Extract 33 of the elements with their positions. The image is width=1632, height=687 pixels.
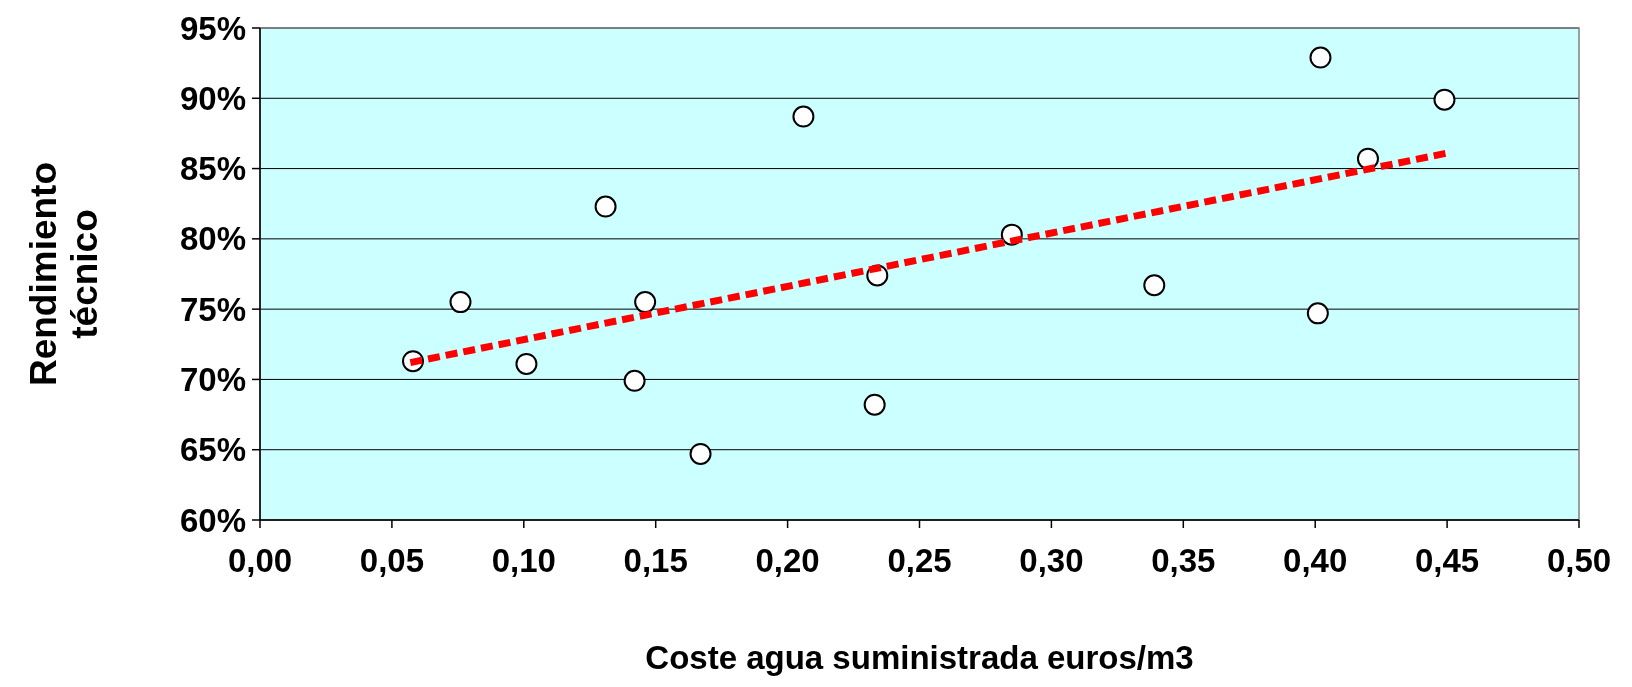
x-tick-label: 0,35 [1151,542,1216,579]
point [515,352,538,375]
y-tick-label: 95% [179,9,246,47]
point [449,291,472,314]
x-tick-label: 0,20 [755,542,820,579]
point [594,195,617,218]
point [689,442,712,465]
y-tick-label: 70% [179,360,246,398]
y-tick-label: 85% [179,150,246,188]
x-tick-label: 0,10 [491,542,556,579]
point [863,393,886,416]
x-tick-label: 0,00 [227,542,293,579]
y-tick-label: 90% [179,79,246,117]
point [1306,302,1329,325]
point [1309,46,1332,69]
x-tick-label: 0,45 [1414,542,1480,579]
x-tick-label: 0,05 [359,542,425,579]
y-tick-label: 60% [179,501,246,539]
y-tick-label: 75% [179,290,246,328]
x-axis-title: Coste agua suministrada euros/m3 [645,639,1194,676]
point [623,369,646,392]
point [1143,274,1166,297]
x-tick-label: 0,30 [1019,542,1084,579]
y-axis-title: Rendimiento técnico [23,161,105,387]
x-tick-label: 0,40 [1283,542,1348,579]
y-tick-label: 65% [179,431,246,469]
point [1433,88,1456,111]
point [634,291,657,314]
point [792,105,815,128]
x-tick-label: 0,15 [623,542,688,579]
x-tick-label: 0,25 [887,542,952,579]
y-tick-label: 80% [179,220,246,258]
x-tick-label: 0,50 [1546,542,1612,579]
